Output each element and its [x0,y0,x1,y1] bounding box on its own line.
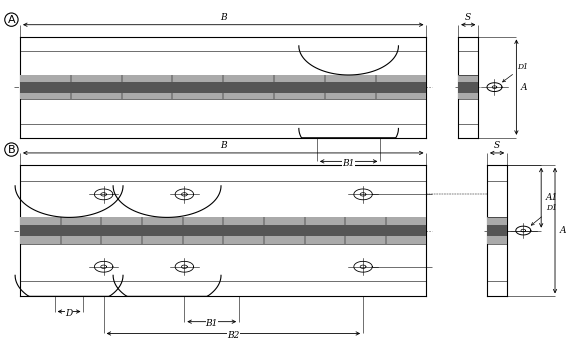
Text: B2: B2 [227,331,240,340]
Bar [20,75,427,99]
Text: A: A [521,83,527,92]
Text: A1: A1 [545,193,558,202]
Bar [20,82,427,93]
Bar [487,217,507,244]
Text: D1: D1 [531,204,558,225]
Bar [458,82,478,93]
Text: A: A [560,226,566,235]
Bar [458,75,478,99]
Text: D: D [65,309,73,318]
Text: B: B [8,144,15,155]
Text: A: A [8,15,15,25]
Bar [20,225,427,236]
Text: B1: B1 [205,319,218,328]
Text: B1: B1 [342,159,355,168]
Text: D1: D1 [503,62,528,82]
Text: B: B [220,13,226,22]
Bar [487,225,507,236]
Text: B: B [220,141,226,150]
Text: S: S [465,13,471,22]
Text: S: S [494,141,500,150]
Bar [20,217,427,244]
